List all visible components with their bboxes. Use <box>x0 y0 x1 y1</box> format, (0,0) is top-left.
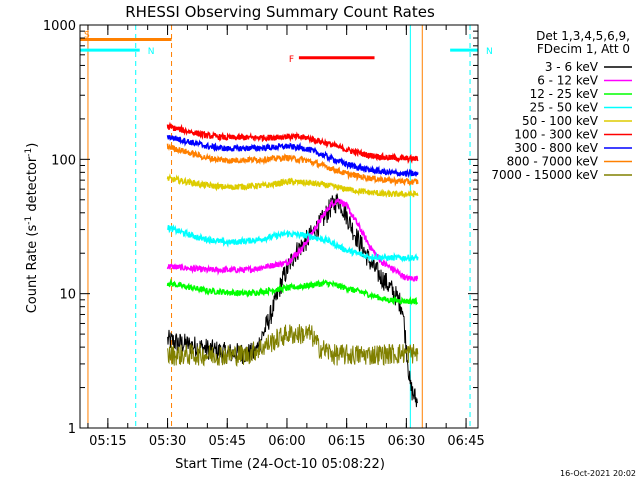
y-axis-label-sup: -1 <box>24 148 34 157</box>
legend-header-line-2: FDecim 1, Att 0 <box>537 42 630 56</box>
legend-entry-label: 3 - 6 keV <box>545 60 599 74</box>
y-axis-label: Count Rate (s-1 detector-1) <box>24 143 40 314</box>
flag-label: N <box>148 47 155 57</box>
series-line <box>166 121 419 165</box>
y-axis-label-part: detector <box>25 156 40 216</box>
series-line <box>166 224 419 263</box>
x-tick-label: 06:00 <box>268 434 305 449</box>
legend-entry-label: 25 - 50 keV <box>530 101 599 115</box>
x-tick-label: 06:15 <box>328 434 365 449</box>
plot-frame <box>79 24 479 429</box>
footer-timestamp: 16-Oct-2021 20:02 <box>560 469 636 478</box>
x-tick-label: 05:15 <box>89 434 126 449</box>
legend-entry-label: 300 - 800 keV <box>514 141 598 155</box>
x-tick-label: 06:45 <box>447 434 484 449</box>
y-tick-label: 10 <box>59 288 76 303</box>
y-tick-label: 1000 <box>43 19 76 34</box>
series-line <box>166 278 418 306</box>
series-line <box>166 135 419 179</box>
legend-entry-label: 50 - 100 keV <box>522 114 599 128</box>
y-axis-label-part: Count Rate (s <box>25 225 40 314</box>
legend-entry-label: 800 - 7000 keV <box>507 155 599 169</box>
flag-label: F <box>289 55 294 65</box>
flag-label: N <box>486 47 493 57</box>
x-tick-label: 06:30 <box>388 434 425 449</box>
y-axis-label-sup: -1 <box>24 216 34 225</box>
flag-label: S <box>84 30 90 40</box>
series-line <box>167 324 419 368</box>
y-axis-label-part: ) <box>25 143 40 148</box>
y-tick-label: 100 <box>51 153 76 168</box>
legend-header-line-1: Det 1,3,4,5,6,9, <box>536 29 630 43</box>
x-tick-label: 05:45 <box>209 434 246 449</box>
legend-entry-label: 6 - 12 keV <box>537 74 599 88</box>
series-line <box>166 173 419 199</box>
chart-title: RHESSI Observing Summary Count Rates <box>125 3 435 21</box>
x-axis-label: Start Time (24-Oct-10 05:08:22) <box>175 457 385 472</box>
x-tick-label: 05:30 <box>149 434 186 449</box>
legend-entry-label: 12 - 25 keV <box>530 87 599 101</box>
y-tick-label: 1 <box>68 422 76 437</box>
legend-entry-label: 100 - 300 keV <box>514 128 598 142</box>
legend-entry-label: 7000 - 15000 keV <box>491 168 598 182</box>
series-line <box>166 143 419 187</box>
plot-area: S N N F 1 10 100 1000 05:15 05:30 05:45 06:00 06:15 0… <box>43 19 493 449</box>
